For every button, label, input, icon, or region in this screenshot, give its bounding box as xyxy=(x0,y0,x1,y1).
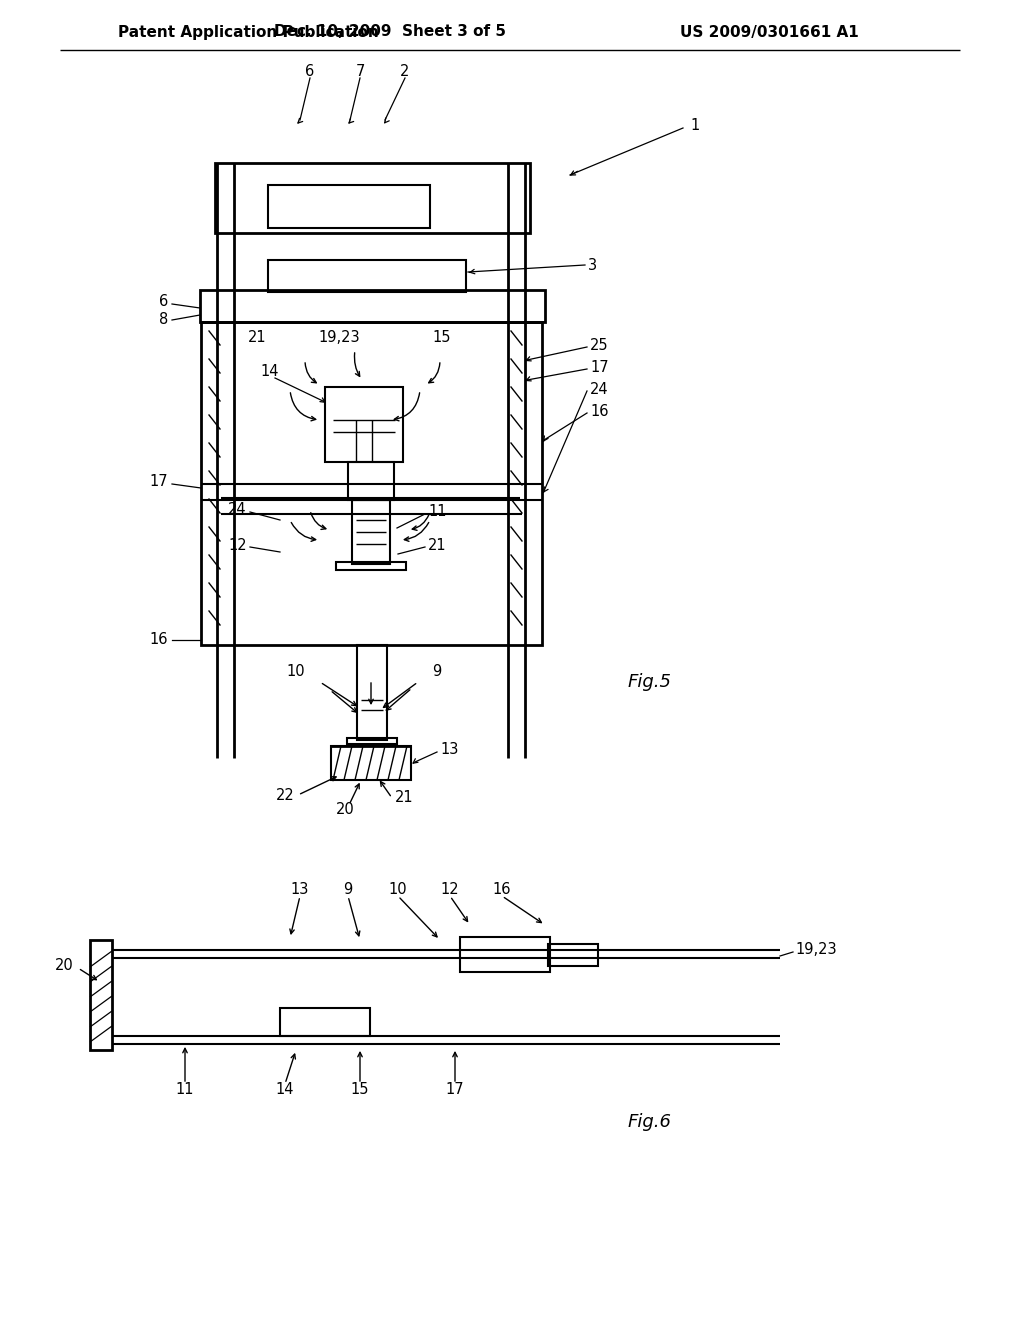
Text: 16: 16 xyxy=(150,632,168,648)
Bar xyxy=(268,260,466,292)
Text: 17: 17 xyxy=(590,359,608,375)
Text: 19,23: 19,23 xyxy=(795,942,837,957)
Text: 17: 17 xyxy=(150,474,168,490)
Text: 22: 22 xyxy=(276,788,295,803)
Text: 19,23: 19,23 xyxy=(318,330,359,346)
Text: 11: 11 xyxy=(428,504,446,520)
Text: 3: 3 xyxy=(588,257,597,272)
Bar xyxy=(347,738,397,744)
Bar xyxy=(280,1008,370,1036)
Bar xyxy=(215,162,530,234)
Bar xyxy=(325,387,403,462)
Bar xyxy=(548,944,598,966)
Text: 10: 10 xyxy=(389,883,408,898)
Text: 14: 14 xyxy=(275,1082,294,1097)
Text: 21: 21 xyxy=(248,330,266,346)
Text: 12: 12 xyxy=(440,883,460,898)
Bar xyxy=(352,500,390,564)
Text: 10: 10 xyxy=(287,664,305,680)
Bar xyxy=(357,645,387,741)
Text: 15: 15 xyxy=(351,1082,370,1097)
Text: 16: 16 xyxy=(590,404,608,420)
Text: 24: 24 xyxy=(228,503,247,517)
Text: Dec. 10, 2009  Sheet 3 of 5: Dec. 10, 2009 Sheet 3 of 5 xyxy=(274,25,506,40)
Text: 17: 17 xyxy=(445,1082,464,1097)
Text: 9: 9 xyxy=(432,664,441,680)
Text: Patent Application Publication: Patent Application Publication xyxy=(118,25,379,40)
Text: 20: 20 xyxy=(55,957,74,973)
Text: 2: 2 xyxy=(400,65,410,79)
Text: 24: 24 xyxy=(590,383,608,397)
Text: 6: 6 xyxy=(159,294,168,309)
Text: 6: 6 xyxy=(305,65,314,79)
Text: 13: 13 xyxy=(291,883,309,898)
Text: 21: 21 xyxy=(395,791,414,805)
Text: 1: 1 xyxy=(690,117,699,132)
Text: 9: 9 xyxy=(343,883,352,898)
Bar xyxy=(201,322,542,645)
Text: Fig.6: Fig.6 xyxy=(628,1113,672,1131)
Text: 13: 13 xyxy=(440,742,459,758)
Text: 16: 16 xyxy=(493,883,511,898)
Text: 14: 14 xyxy=(260,364,279,380)
Text: 7: 7 xyxy=(355,65,365,79)
Text: 8: 8 xyxy=(159,313,168,327)
Text: Fig.5: Fig.5 xyxy=(628,673,672,690)
Text: 21: 21 xyxy=(428,537,446,553)
Text: 15: 15 xyxy=(432,330,451,346)
Bar xyxy=(268,185,430,228)
Bar xyxy=(348,462,394,500)
Bar xyxy=(460,937,550,972)
Text: US 2009/0301661 A1: US 2009/0301661 A1 xyxy=(680,25,859,40)
Text: 11: 11 xyxy=(176,1082,195,1097)
Text: 25: 25 xyxy=(590,338,608,352)
Bar xyxy=(336,562,406,570)
Bar xyxy=(200,290,545,322)
Text: 12: 12 xyxy=(228,537,247,553)
Text: 20: 20 xyxy=(336,803,354,817)
Bar xyxy=(90,940,112,1049)
Bar xyxy=(331,746,411,780)
